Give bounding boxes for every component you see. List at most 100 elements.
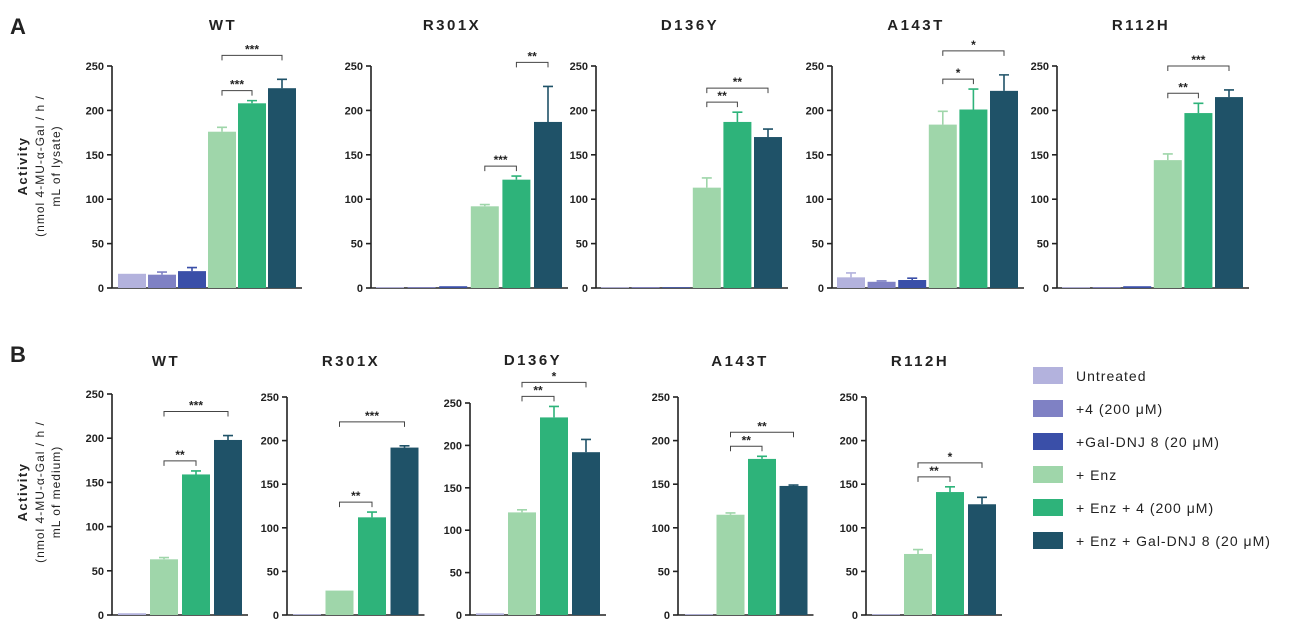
y-tick-label-b-a143t: 200 [652, 436, 670, 448]
chart-a-d136y: D136Y 0 50 100 150 200 250 ** ** [570, 17, 788, 295]
chart-title-b-r112h: R112H [891, 353, 949, 370]
bar-b-r301x-0 [293, 614, 321, 615]
error-bar-a-r301x-5 [543, 85, 553, 122]
legend-item-gal-dnj-8: +Gal-DNJ 8 (20 μM) [1033, 433, 1219, 450]
error-bar-b-wt-2 [191, 470, 201, 475]
error-bar-a-wt-4 [247, 99, 257, 104]
bar-a-d136y-0 [601, 287, 629, 288]
bar-b-wt-0 [118, 613, 146, 615]
bar-a-r112h-3 [1153, 160, 1182, 288]
panel-a-ylabel-line2: mL of lysate) [49, 125, 63, 206]
significance-label-a-d136y: ** [733, 75, 743, 89]
bar-a-a143t-4 [959, 109, 988, 289]
bar-a-r112h-4 [1184, 113, 1213, 289]
significance-bracket-a-r112h [1167, 65, 1230, 71]
bar-b-a143t-2 [748, 458, 776, 615]
bar-b-d136y-1 [508, 512, 536, 615]
panel-a-ylabel: Activity [15, 137, 30, 196]
y-tick-label-a-r112h: 200 [1031, 105, 1049, 117]
significance-bracket-a-a143t [942, 78, 974, 85]
y-tick-label-b-r301x: 200 [261, 436, 279, 448]
bar-a-r301x-2 [439, 286, 468, 288]
error-bar-b-r112h-1 [913, 548, 923, 554]
y-tick-label-b-r112h: 200 [840, 436, 858, 448]
significance-label-a-a143t: * [956, 66, 961, 80]
y-tick-label-a-d136y: 0 [582, 283, 588, 295]
bar-b-wt-2 [182, 474, 210, 615]
y-tick-label-a-d136y: 150 [570, 150, 588, 162]
significance-label-b-d136y: ** [533, 383, 543, 397]
y-tick-label-b-r112h: 100 [840, 523, 858, 535]
significance-bracket-b-r112h [917, 462, 983, 468]
chart-title-a-a143t: A143T [887, 17, 945, 34]
y-tick-label-b-d136y: 100 [444, 525, 462, 537]
significance-label-b-r301x: ** [351, 489, 361, 503]
y-tick-label-a-r112h: 0 [1043, 283, 1049, 295]
error-bar-a-a143t-5 [999, 74, 1009, 91]
bar-a-r112h-0 [1062, 287, 1090, 288]
bar-b-d136y-3 [572, 452, 600, 615]
y-tick-label-a-r112h: 150 [1031, 150, 1049, 162]
error-bar-a-a143t-4 [968, 88, 979, 110]
significance-label-a-r112h: ** [1178, 80, 1188, 94]
y-tick-label-b-d136y: 50 [450, 568, 462, 580]
significance-bracket-a-d136y [706, 101, 738, 108]
y-tick-label-b-a143t: 100 [652, 523, 670, 535]
bar-a-wt-0 [118, 273, 146, 288]
error-bar-a-wt-5 [277, 78, 287, 89]
bar-b-a143t-1 [716, 514, 745, 615]
error-bar-b-a143t-3 [788, 484, 799, 486]
error-bar-a-d136y-4 [732, 111, 743, 122]
legend-swatch-enz-compound-4 [1033, 499, 1063, 516]
significance-label-a-a143t: * [971, 38, 976, 52]
significance-label-a-r112h: *** [1191, 53, 1205, 67]
significance-bracket-b-wt [163, 411, 229, 417]
bar-b-wt-1 [150, 559, 178, 615]
bar-a-d136y-1 [631, 287, 660, 288]
y-tick-label-a-r301x: 100 [345, 194, 363, 206]
y-tick-label-b-d136y: 250 [444, 398, 462, 410]
legend-swatch-gal-dnj-8 [1033, 433, 1063, 450]
significance-label-a-d136y: ** [717, 89, 727, 103]
significance-bracket-b-r301x [339, 421, 405, 427]
chart-title-a-d136y: D136Y [661, 17, 719, 34]
error-bar-a-wt-2 [187, 266, 197, 272]
y-tick-label-b-wt: 200 [86, 433, 104, 445]
chart-title-b-r301x: R301X [322, 353, 380, 370]
significance-bracket-b-r112h [917, 476, 951, 482]
y-tick-label-a-r112h: 50 [1037, 239, 1049, 251]
y-tick-label-b-wt: 150 [86, 477, 104, 489]
y-tick-label-a-d136y: 50 [576, 239, 588, 251]
chart-a-r112h: R112H 0 50 100 150 200 250 ***** [1031, 17, 1249, 295]
error-bar-b-d136y-3 [581, 438, 591, 453]
y-tick-label-b-r301x: 250 [261, 392, 279, 404]
bar-b-d136y-2 [540, 417, 568, 615]
significance-bracket-b-a143t [730, 445, 763, 452]
y-tick-label-a-r112h: 250 [1031, 61, 1049, 73]
legend-swatch-enz [1033, 466, 1063, 483]
y-tick-label-b-d136y: 0 [456, 610, 462, 621]
error-bar-a-a143t-1 [876, 280, 887, 282]
y-tick-label-a-r112h: 100 [1031, 194, 1049, 206]
significance-label-a-r301x: *** [494, 153, 508, 167]
y-tick-label-a-d136y: 250 [570, 61, 588, 73]
bar-b-r301x-3 [390, 447, 419, 615]
bar-b-r301x-2 [358, 517, 386, 615]
error-bar-a-r301x-4 [511, 175, 522, 180]
legend-item-compound-4: +4 (200 μM) [1033, 400, 1162, 417]
significance-label-b-a143t: ** [742, 433, 752, 447]
bar-a-wt-5 [268, 88, 296, 288]
significance-bracket-a-r112h [1167, 92, 1199, 99]
legend-label-untreated: Untreated [1076, 368, 1146, 384]
error-bar-a-d136y-3 [701, 177, 712, 188]
chart-title-b-wt: WT [152, 353, 180, 370]
bar-a-d136y-4 [723, 121, 752, 288]
panel-a-ylabel-line1: (nmol 4-MU-α-Gal / h / [33, 95, 47, 237]
bar-a-r112h-2 [1123, 286, 1152, 288]
error-bar-a-r112h-4 [1193, 102, 1204, 114]
significance-bracket-b-d136y [521, 395, 555, 402]
y-tick-label-a-a143t: 200 [806, 105, 824, 117]
y-tick-label-b-r301x: 0 [273, 610, 279, 621]
